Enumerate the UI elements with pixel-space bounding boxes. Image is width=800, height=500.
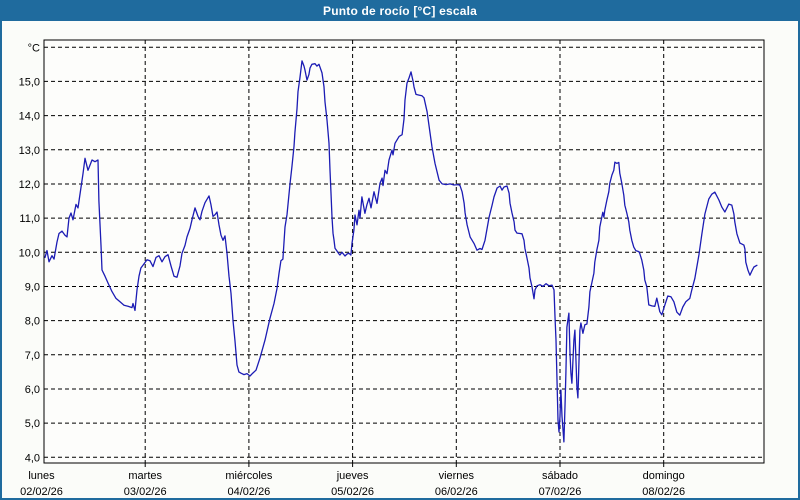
x-tick-day-label: sábado [542, 470, 578, 482]
x-tick-date-label: 06/02/26 [435, 486, 478, 498]
y-tick-label: 7,0 [25, 350, 40, 362]
x-tick-day-label: martes [128, 470, 162, 482]
x-tick-day-label: lunes [28, 470, 55, 482]
x-tick-day-label: miércoles [225, 470, 273, 482]
x-tick-date-label: 07/02/26 [539, 486, 582, 498]
x-tick-date-label: 02/02/26 [20, 486, 63, 498]
chart-area: °C 15,0 14,0 13,0 12,0 11,0 10,0 9,0 8,0 7,0 6,0 5,… [2, 21, 798, 498]
dew-point-series-line [44, 60, 758, 443]
x-tick-date-label: 08/02/26 [642, 486, 685, 498]
x-tick-date-label: 05/02/26 [331, 486, 374, 498]
y-tick-label: 15,0 [19, 76, 40, 88]
x-tick-day-label: viernes [439, 470, 475, 482]
x-tick-date-label: 03/02/26 [124, 486, 167, 498]
y-tick-label: 9,0 [25, 281, 40, 293]
y-tick-label: 14,0 [19, 111, 40, 123]
dew-point-line-chart: °C 15,0 14,0 13,0 12,0 11,0 10,0 9,0 8,0 7,0 6,0 5,… [19, 39, 765, 498]
y-axis-unit-label: °C [28, 42, 40, 54]
chart-title: Punto de rocío [°C] escala [322, 4, 478, 18]
x-tick-day-label: domingo [643, 470, 685, 482]
y-tick-label: 5,0 [25, 418, 40, 430]
y-tick-label: 4,0 [25, 452, 40, 464]
window-title-bar: Punto de rocío [°C] escala [2, 2, 798, 21]
plot-background [44, 40, 764, 463]
y-tick-label: 11,0 [19, 213, 40, 225]
y-tick-label: 8,0 [25, 316, 40, 328]
x-tick-date-label: 04/02/26 [227, 486, 270, 498]
y-tick-label: 13,0 [19, 145, 40, 157]
y-tick-label: 6,0 [25, 384, 40, 396]
x-tick-day-label: jueves [336, 470, 369, 482]
y-tick-label: 10,0 [19, 247, 40, 259]
plot-border [43, 39, 765, 464]
y-tick-label: 12,0 [19, 179, 40, 191]
